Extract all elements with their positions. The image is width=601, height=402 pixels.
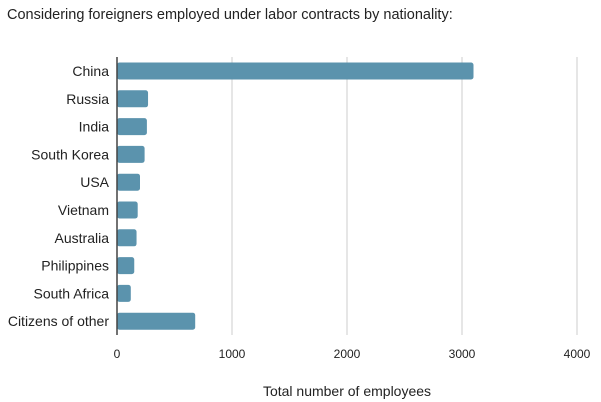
gridlines — [231, 57, 578, 335]
bar-vietnam — [117, 201, 138, 219]
bar-australia — [117, 229, 137, 247]
bar-citizens-of-other — [117, 312, 196, 330]
x-tick-label: 4000 — [564, 347, 591, 361]
bar-south-korea — [117, 145, 145, 163]
bar-china — [117, 62, 474, 80]
category-label: Philippines — [41, 258, 109, 274]
x-tick-labels: 0 1000 2000 3000 4000 — [114, 347, 591, 361]
x-tick-label: 3000 — [449, 347, 476, 361]
bar-philippines — [117, 257, 135, 275]
x-tick-label: 1000 — [219, 347, 246, 361]
category-label: Vietnam — [58, 202, 109, 218]
category-label: China — [72, 63, 109, 79]
bar-russia — [117, 90, 149, 108]
category-label: South Korea — [31, 146, 109, 162]
x-axis-title: Total number of employees — [262, 383, 432, 399]
bar-india — [117, 118, 147, 136]
x-tick-label: 0 — [114, 347, 121, 361]
category-label: Australia — [55, 230, 110, 246]
bar-south-africa — [117, 284, 131, 302]
chart-title: Considering foreigners employed under la… — [7, 7, 453, 23]
category-label: Citizens of other — [8, 313, 109, 329]
bar-usa — [117, 173, 140, 191]
category-label: USA — [80, 174, 109, 190]
bars — [117, 62, 474, 330]
category-label: India — [79, 119, 110, 135]
category-labels: China Russia India South Korea USA Vietnam Aus… — [8, 63, 110, 329]
category-label: South Africa — [34, 285, 110, 301]
category-label: Russia — [66, 91, 109, 107]
x-tick-label: 2000 — [334, 347, 361, 361]
